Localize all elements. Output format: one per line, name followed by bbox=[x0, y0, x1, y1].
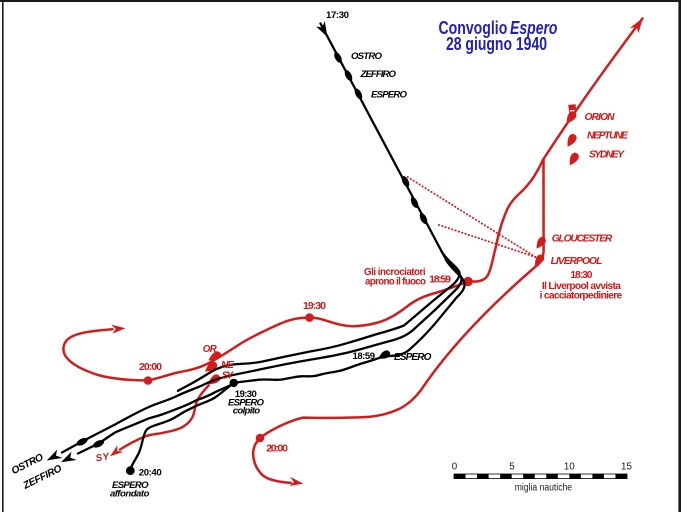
svg-text:ESPERO: ESPERO bbox=[371, 90, 408, 101]
svg-text:SY: SY bbox=[222, 370, 235, 381]
svg-text:ESPERO: ESPERO bbox=[394, 352, 432, 363]
svg-text:miglia nautiche: miglia nautiche bbox=[515, 482, 573, 493]
svg-text:Convoglio: Convoglio bbox=[439, 18, 508, 38]
svg-text:10: 10 bbox=[564, 462, 575, 473]
svg-text:17:30: 17:30 bbox=[326, 10, 349, 21]
svg-text:19:30: 19:30 bbox=[235, 389, 257, 400]
svg-text:18:59: 18:59 bbox=[429, 274, 451, 286]
svg-text:i cacciatorpediniere: i cacciatorpediniere bbox=[540, 291, 623, 302]
svg-text:20:00: 20:00 bbox=[266, 443, 288, 455]
svg-text:0: 0 bbox=[452, 462, 458, 473]
svg-text:Espero: Espero bbox=[510, 18, 558, 38]
svg-text:Gli incrociatori: Gli incrociatori bbox=[364, 267, 426, 278]
svg-text:20:40: 20:40 bbox=[139, 468, 162, 479]
svg-text:aprono il fuoco: aprono il fuoco bbox=[365, 277, 426, 288]
svg-text:ORION: ORION bbox=[585, 112, 616, 123]
svg-text:18:30: 18:30 bbox=[570, 270, 592, 281]
svg-text:LIVERPOOL: LIVERPOOL bbox=[551, 256, 603, 267]
svg-text:colpito: colpito bbox=[233, 405, 261, 416]
svg-text:GLOUCESTER: GLOUCESTER bbox=[552, 233, 613, 244]
svg-text:affondato: affondato bbox=[110, 488, 150, 499]
svg-text:ESPERO: ESPERO bbox=[228, 397, 265, 408]
svg-text:15: 15 bbox=[621, 462, 632, 473]
svg-text:OR: OR bbox=[203, 344, 218, 355]
svg-text:18:59: 18:59 bbox=[353, 351, 376, 362]
svg-text:28 giugno 1940: 28 giugno 1940 bbox=[446, 34, 547, 54]
svg-text:OSTRO: OSTRO bbox=[351, 51, 383, 62]
svg-text:NE: NE bbox=[221, 360, 234, 371]
svg-text:5: 5 bbox=[509, 462, 515, 473]
svg-text:SY: SY bbox=[95, 451, 112, 464]
svg-text:ZEFFIRO: ZEFFIRO bbox=[360, 69, 397, 80]
svg-text:NEPTUNE: NEPTUNE bbox=[587, 131, 629, 142]
svg-text:Il Liverpool avvista: Il Liverpool avvista bbox=[542, 281, 621, 292]
svg-text:SYDNEY: SYDNEY bbox=[589, 150, 625, 161]
svg-text:ESPERO: ESPERO bbox=[112, 480, 149, 491]
svg-text:19:30: 19:30 bbox=[303, 300, 326, 312]
svg-text:20:00: 20:00 bbox=[139, 361, 162, 373]
